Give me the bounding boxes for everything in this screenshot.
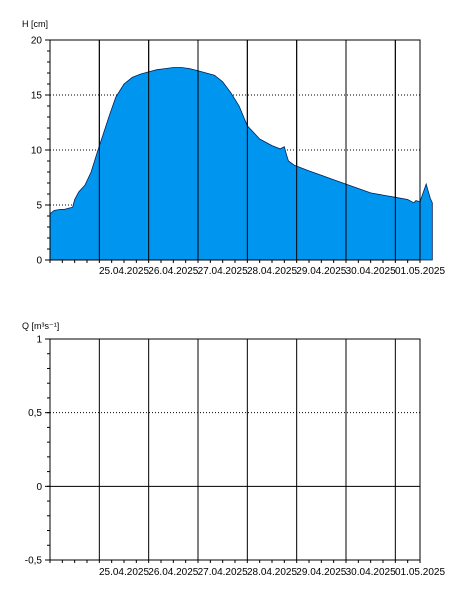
h-x-tick-label: 30.04.2025 — [346, 266, 396, 277]
q-x-tick-label: 28.04.2025 — [247, 567, 297, 578]
water-level-area — [49, 67, 433, 261]
q-grid — [50, 339, 420, 560]
q-y-tick-label: 1 — [36, 335, 42, 346]
h-y-tick-label: 20 — [31, 36, 43, 47]
q-axis-title: Q [m³s⁻¹] — [22, 321, 59, 331]
q-x-axis: 25.04.2025 26.04.2025 27.04.2025 28.04.2025… — [49, 560, 445, 578]
q-plot-border — [49, 338, 421, 561]
h-y-tick-label: 0 — [36, 256, 42, 267]
h-x-tick-label: 25.04.2025 — [99, 266, 149, 277]
h-y-tick-label: 10 — [31, 146, 43, 157]
q-plot-frame — [49, 338, 421, 561]
h-y-axis: 0 5 10 15 20 — [31, 36, 50, 267]
q-x-tick-label: 25.04.2025 — [99, 567, 149, 578]
h-x-tick-label: 01.05.2025 — [395, 266, 445, 277]
h-plot-frame — [49, 39, 421, 261]
q-y-axis: -0,5 0 0,5 1 — [25, 335, 50, 567]
q-x-tick-label: 01.05.2025 — [395, 567, 445, 578]
h-axis-title: H [cm] — [22, 19, 48, 29]
q-y-tick-label: 0,5 — [28, 408, 42, 419]
q-y-tick-label: 0 — [36, 482, 42, 493]
q-x-tick-label: 26.04.2025 — [148, 567, 198, 578]
h-x-tick-label: 28.04.2025 — [247, 266, 297, 277]
q-y-tick-label: -0,5 — [25, 556, 43, 567]
h-x-tick-label: 26.04.2025 — [148, 266, 198, 277]
q-x-tick-label: 27.04.2025 — [198, 567, 248, 578]
water-level-chart: H [cm] 0 5 10 15 20 25.04.2025 26.04.2025 27.0… — [22, 19, 445, 277]
h-x-tick-label: 29.04.2025 — [296, 266, 346, 277]
q-x-tick-label: 30.04.2025 — [346, 567, 396, 578]
discharge-chart: Q [m³s⁻¹] -0,5 0 0,5 1 25.04.2025 26.04.2025… — [22, 321, 445, 578]
h-y-tick-label: 5 — [36, 201, 42, 212]
h-x-tick-label: 27.04.2025 — [198, 266, 248, 277]
q-x-tick-label: 29.04.2025 — [296, 567, 346, 578]
h-x-axis: 25.04.2025 26.04.2025 27.04.2025 28.04.2025… — [49, 260, 445, 277]
h-y-tick-label: 15 — [31, 91, 43, 102]
